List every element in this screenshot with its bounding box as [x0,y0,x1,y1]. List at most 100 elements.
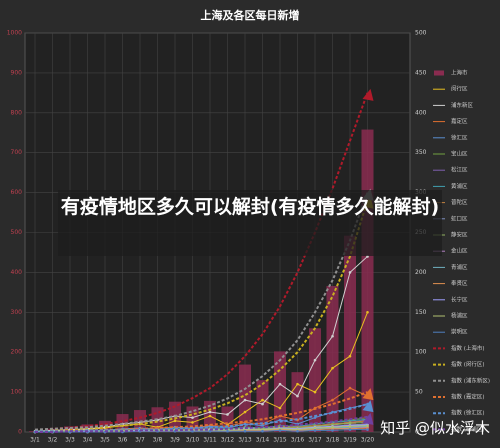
legend-label: 宝山区 [451,150,468,158]
y2-tick-label: 50 [415,389,423,396]
x-tick-label: 3/16 [291,437,305,444]
point [191,421,194,424]
y-tick-label: 0 [18,429,22,436]
y2-tick-label: 100 [415,349,427,356]
point [348,271,352,274]
x-tick-label: 3/15 [273,437,287,444]
point [226,413,229,416]
point [226,429,229,433]
point [208,410,212,414]
point [243,410,247,414]
trend-arrow [362,412,374,425]
x-tick-label: 3/10 [186,437,200,444]
y2-tick-label: 400 [415,109,427,116]
x-tick-label: 3/9 [170,437,180,444]
y-tick-label: 700 [11,149,23,156]
point [261,398,264,402]
y2-tick-label: 0 [415,429,419,436]
trend-arrow [362,400,374,413]
watermark: 知乎 @似水浮木 [380,419,490,437]
x-tick-label: 3/17 [308,437,322,444]
point [313,390,317,394]
bar [326,285,339,432]
point [331,334,334,338]
bar [361,129,374,433]
legend-label: 指数 (徐汇区) [451,409,485,417]
x-tick-label: 3/19 [343,437,357,444]
point [278,382,282,386]
legend-label: 徐汇区 [451,133,468,141]
x-tick-label: 3/8 [153,437,163,444]
x-tick-label: 3/3 [65,437,75,444]
x-tick-label: 3/12 [221,437,235,444]
legend-label: 上海市 [451,69,468,77]
x-tick-label: 3/2 [48,437,58,444]
y-tick-label: 100 [11,389,23,396]
point [313,426,317,430]
bar [309,328,321,432]
y-tick-label: 500 [11,229,23,236]
point [313,416,317,419]
point [331,366,334,370]
chart-title: 上海及各区每日新增 [201,8,300,22]
legend-label: 杨浦区 [451,312,468,320]
x-tick-label: 3/20 [361,437,375,444]
point [296,429,299,433]
x-tick-label: 3/18 [326,437,340,444]
y2-tick-label: 350 [415,149,427,156]
y-tick-label: 300 [11,309,23,316]
x-tick-label: 3/5 [100,437,110,444]
legend-label: 指数 (上海市) [451,344,485,352]
trend-line [34,192,369,431]
point [278,429,282,432]
y2-tick-label: 450 [415,69,427,76]
y-tick-label: 200 [11,349,23,356]
trend-line [35,415,368,433]
point [243,429,247,433]
x-tick-label: 3/4 [83,437,93,444]
y-tick-label: 400 [11,269,23,276]
y-tick-label: 800 [11,109,23,116]
legend-swatch [434,70,444,76]
point [331,425,334,429]
trend-arrow [362,388,374,401]
legend-label: 静安区 [451,231,468,239]
legend-label: 指数 (闵行区) [451,360,485,368]
x-tick-label: 3/14 [256,437,270,444]
point [208,414,212,418]
bar [239,364,251,432]
point [348,421,352,425]
trend-arrow [362,88,374,101]
x-tick-label: 3/6 [118,437,128,444]
legend-label: 虹口区 [451,214,468,222]
legend-label: 长宁区 [451,295,468,303]
y-tick-label: 1000 [7,30,22,37]
point [278,406,282,410]
bar [274,351,286,432]
legend-label: 松江区 [451,166,468,174]
point [348,386,352,390]
point [313,429,317,432]
point [348,425,352,428]
point [243,398,247,402]
legend-label: 闵行区 [451,85,468,93]
legend-label: 金山区 [451,247,468,255]
legend-label: 黄浦区 [451,182,468,190]
overlay-title: 有疫情地区多久可以解封(有疫情多久能解封) [58,190,442,256]
x-tick-label: 3/1 [30,437,40,444]
y2-tick-label: 500 [415,30,427,37]
legend-label: 指数 (杨浦区) [451,425,485,433]
point [261,429,264,433]
point [296,382,299,386]
point [313,358,317,362]
point [173,419,177,423]
y2-tick-label: 200 [415,269,427,276]
legend-label: 指数 (嘉定区) [451,393,485,401]
point [366,428,369,431]
legend-label: 奉贤区 [451,279,468,287]
point [366,311,369,314]
y-tick-label: 900 [11,69,23,76]
point [261,402,264,406]
point [348,354,352,358]
